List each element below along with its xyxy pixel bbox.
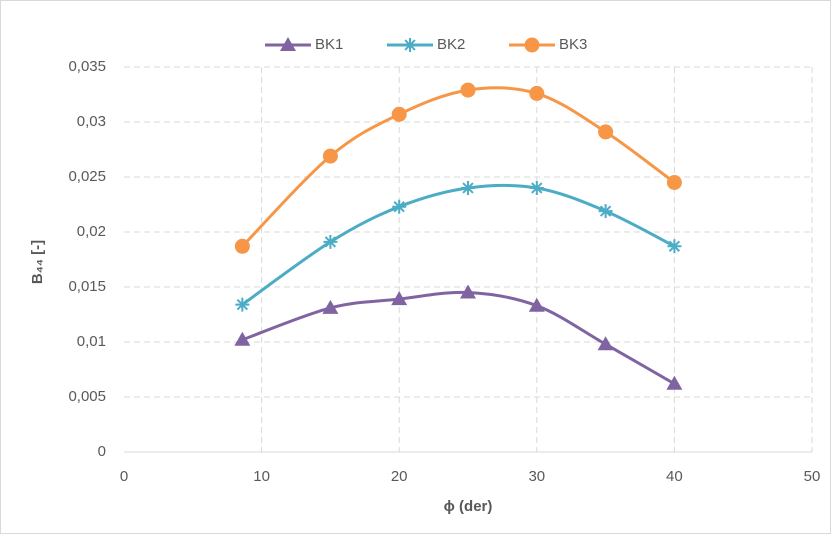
data-point: [666, 175, 682, 190]
data-point: [323, 234, 338, 249]
data-point: [234, 331, 251, 346]
x-tick-label: 0: [120, 468, 128, 485]
legend-marker: [403, 38, 417, 52]
y-tick-label: 0,035: [68, 58, 106, 75]
data-point: [322, 148, 338, 164]
y-tick-label: 0,005: [68, 388, 106, 405]
x-tick-label: 30: [528, 468, 545, 485]
legend-marker: [280, 37, 296, 51]
data-point: [460, 82, 476, 98]
x-tick-label: 50: [804, 468, 821, 485]
x-tick-label: 40: [666, 468, 683, 485]
data-point: [392, 199, 407, 214]
data-point: [666, 375, 683, 390]
y-axis-label: B₄₄ [-]: [29, 240, 46, 284]
y-tick-label: 0,025: [68, 168, 106, 185]
data-point: [598, 124, 614, 140]
data-point: [234, 238, 250, 254]
x-tick-label: 10: [253, 468, 270, 485]
data-point: [598, 204, 613, 219]
y-tick-label: 0,03: [77, 113, 106, 130]
y-tick-label: 0: [98, 443, 106, 460]
legend-label: BK1: [315, 36, 343, 53]
data-point: [322, 299, 339, 314]
data-point: [529, 181, 544, 195]
data-point: [391, 106, 407, 122]
y-tick-label: 0,015: [68, 278, 106, 295]
data-point: [667, 239, 682, 254]
legend-marker: [524, 37, 540, 53]
data-point: [235, 297, 250, 312]
data-point: [460, 284, 476, 299]
x-tick-label: 20: [391, 468, 408, 485]
data-point: [391, 291, 408, 306]
legend-label: BK3: [559, 36, 587, 53]
x-axis-label: ϕ (der): [444, 498, 493, 515]
data-point: [529, 85, 545, 101]
data-point: [461, 181, 475, 195]
data-point: [597, 336, 614, 351]
y-tick-label: 0,02: [77, 223, 106, 240]
legend-label: BK2: [437, 36, 465, 53]
data-point: [528, 297, 545, 312]
y-tick-label: 0,01: [77, 333, 106, 350]
